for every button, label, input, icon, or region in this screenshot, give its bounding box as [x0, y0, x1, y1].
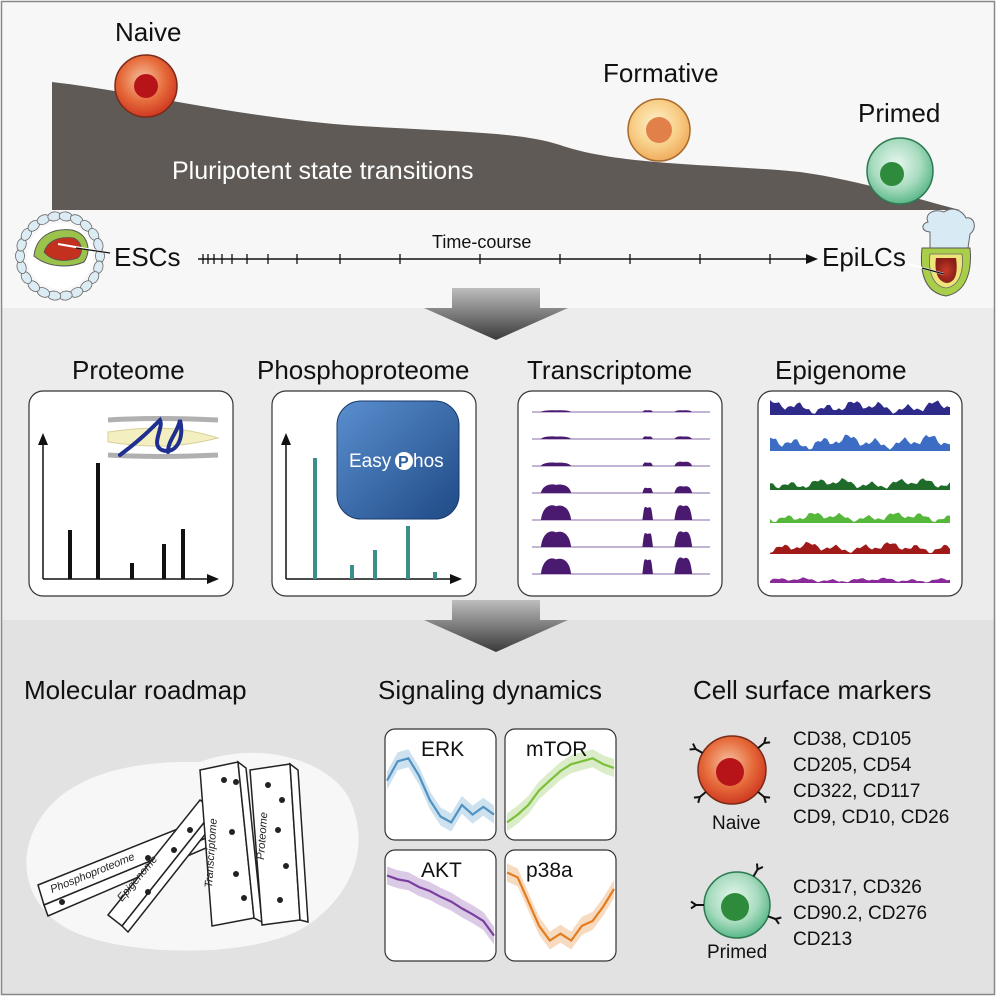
svg-text:CD38, CD105: CD38, CD105: [793, 729, 911, 750]
epigenome-title: Epigenome: [775, 355, 907, 385]
easyphos-logo: Easy P hos: [336, 400, 460, 520]
transcriptome-title: Transcriptome: [527, 355, 692, 385]
signaling-panel-akt: AKT: [384, 849, 497, 962]
primed-stage-label: Primed: [858, 98, 940, 128]
primed-marker-list: CD317, CD326 CD90.2, CD276 CD213: [793, 877, 927, 950]
formative-cell-icon: [627, 98, 691, 162]
transcriptome-tracks: [532, 410, 710, 575]
signaling-band-mtor: [507, 749, 614, 832]
signaling-band-akt: [387, 866, 494, 945]
signaling-panel-erk: ERK: [384, 728, 497, 841]
proteome-bar-plot: [38, 433, 219, 584]
signaling-label-p38a: p38a: [526, 859, 573, 882]
roadmap-title: Molecular roadmap: [24, 675, 247, 705]
epigenome-panel: [757, 390, 963, 597]
timeline-start-label: ESCs: [114, 242, 180, 272]
phosphoproteome-bar-plot: [281, 433, 462, 584]
svg-text:P: P: [398, 454, 409, 471]
naive-stage-label: Naive: [115, 17, 181, 47]
landscape-shape: [52, 82, 960, 210]
svg-text:Proteome: Proteome: [255, 812, 270, 860]
naive-surface-cell-icon: [689, 735, 771, 805]
landscape-label: Pluripotent state transitions: [172, 157, 474, 185]
primed-cell-icon: [866, 137, 934, 205]
flow-arrow-2: [424, 600, 568, 652]
svg-text:CD205, CD54: CD205, CD54: [793, 755, 912, 776]
domino-roadmap-illustration: Phosphoproteome Epigenome Transcriptome …: [26, 752, 359, 951]
timeline-label: Time-course: [432, 232, 531, 252]
signaling-line-mtor: [506, 757, 615, 824]
svg-text:CD322, CD117: CD322, CD117: [793, 781, 920, 802]
proteome-title: Proteome: [72, 355, 185, 385]
signaling-panels: ERK mTOR AKT p38a: [384, 728, 617, 962]
timeline-end-label: EpiLCs: [822, 242, 906, 272]
surface-title: Cell surface markers: [693, 675, 931, 705]
svg-text:hos: hos: [413, 451, 444, 472]
signaling-label-mtor: mTOR: [526, 738, 587, 761]
signaling-band-p38a: [507, 863, 614, 950]
epigenome-tracks: [770, 400, 950, 583]
naive-cell-icon: [114, 54, 178, 118]
phosphoproteome-title: Phosphoproteome: [257, 355, 469, 385]
signaling-title: Signaling dynamics: [378, 675, 602, 705]
signaling-label-erk: ERK: [421, 738, 464, 761]
timeline-axis: [198, 254, 818, 264]
blastocyst-icon: [15, 211, 111, 301]
signaling-panel-p38a: p38a: [504, 849, 617, 962]
svg-text:CD90.2, CD276: CD90.2, CD276: [793, 903, 927, 924]
primed-marker-cell-label: Primed: [707, 942, 767, 963]
formative-stage-label: Formative: [603, 58, 719, 88]
signaling-line-p38a: [506, 871, 615, 942]
svg-text:Transcriptome: Transcriptome: [203, 818, 220, 888]
signaling-panel-mtor: mTOR: [504, 728, 617, 841]
domino-proteome: Proteome: [249, 762, 309, 926]
egg-cylinder-icon: [907, 208, 975, 297]
signaling-label-akt: AKT: [421, 859, 462, 882]
flow-arrow-1: [424, 288, 568, 340]
signaling-line-erk: [386, 757, 495, 824]
naive-marker-cell-label: Naive: [712, 813, 761, 834]
mass-spec-icon: [107, 416, 220, 459]
naive-marker-list: CD38, CD105 CD205, CD54 CD322, CD117 CD9…: [793, 729, 949, 828]
signaling-line-akt: [386, 874, 495, 937]
svg-text:CD213: CD213: [793, 929, 852, 950]
svg-text:Easy: Easy: [349, 451, 392, 472]
svg-text:CD317, CD326: CD317, CD326: [793, 877, 922, 898]
primed-surface-cell-icon: [690, 863, 782, 939]
svg-text:CD9, CD10, CD26: CD9, CD10, CD26: [793, 807, 949, 828]
